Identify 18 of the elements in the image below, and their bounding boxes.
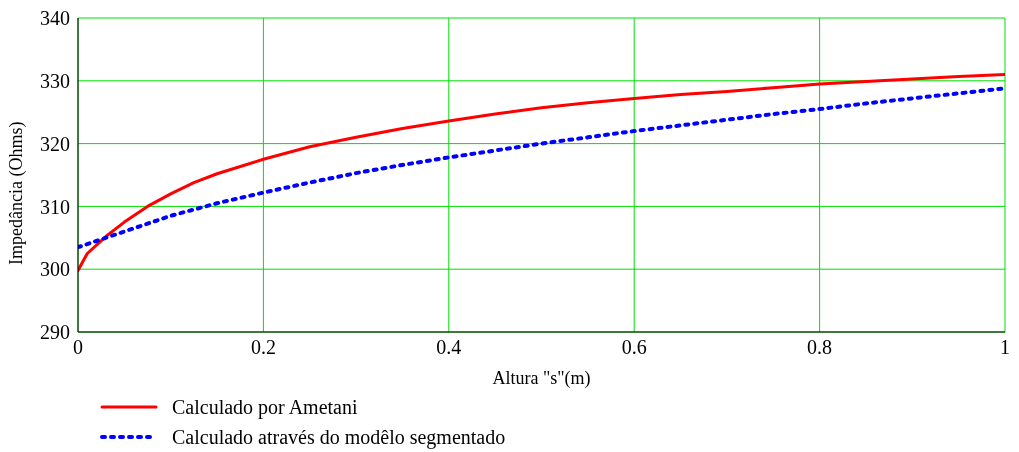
x-axis-title: Altura "s"(m) bbox=[492, 368, 591, 389]
x-tick-label: 0.4 bbox=[436, 336, 462, 359]
line-series bbox=[78, 73, 1005, 272]
y-tick-label: 320 bbox=[40, 132, 70, 155]
legend-label: Calculado por Ametani bbox=[172, 395, 358, 419]
legend-label: Calculado através do modêlo segmentado bbox=[172, 425, 506, 449]
y-tick-label: 290 bbox=[40, 321, 70, 344]
y-tick-label: 300 bbox=[40, 258, 70, 281]
y-tick-label: 310 bbox=[40, 195, 70, 218]
x-tick-label: 0.8 bbox=[807, 336, 833, 359]
x-tick-label: 0.2 bbox=[250, 336, 276, 359]
line-series bbox=[78, 86, 1005, 250]
y-axis-title: Impedância (Ohms) bbox=[6, 121, 28, 265]
x-tick-label: 0 bbox=[73, 336, 83, 359]
y-tick-label: 340 bbox=[40, 7, 70, 30]
y-tick-label: 330 bbox=[40, 69, 70, 92]
x-tick-label: 0.6 bbox=[621, 336, 647, 359]
x-tick-label: 1 bbox=[1000, 336, 1010, 359]
